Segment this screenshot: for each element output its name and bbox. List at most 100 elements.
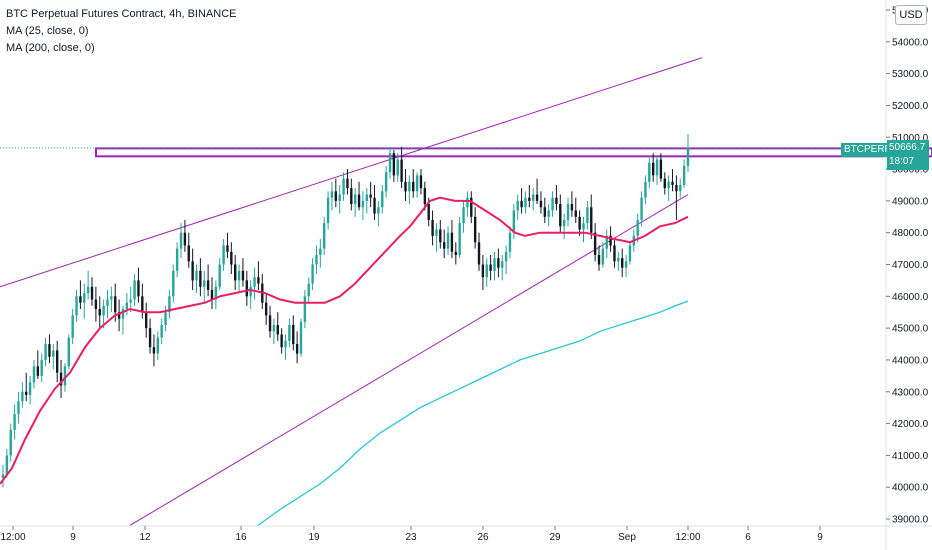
candle <box>590 194 593 240</box>
resistance-zone-rectangle[interactable] <box>95 147 932 158</box>
price-tick-label: 39000.0 <box>892 515 929 526</box>
candle-body <box>272 324 276 332</box>
price-tick-label: 40000.0 <box>892 483 929 494</box>
candle-body <box>299 321 303 354</box>
candle-body <box>79 296 82 303</box>
candle-body <box>369 194 372 198</box>
candle <box>276 312 279 341</box>
candlestick-series <box>1 134 690 488</box>
legend-ma200[interactable]: MA (200, close, 0) <box>6 42 95 54</box>
candle <box>377 200 380 227</box>
candle-body <box>446 232 450 249</box>
candle <box>129 286 132 313</box>
candle <box>675 175 678 220</box>
candle <box>125 293 129 316</box>
candle-body <box>21 391 24 402</box>
candle-body <box>102 305 105 316</box>
candle <box>392 149 396 182</box>
candle <box>547 204 550 227</box>
time-tick-label: 29 <box>549 532 561 543</box>
candle-body <box>520 200 523 208</box>
price-axis[interactable]: 39000.0 40000.0 41000.0 42000.0 43000.0 44000… <box>885 0 929 550</box>
candle-body <box>164 312 167 325</box>
candle-body <box>253 277 256 287</box>
candle-body <box>195 270 198 281</box>
candle-body <box>206 280 210 290</box>
upper-channel-line[interactable] <box>0 57 703 288</box>
candle <box>280 328 283 354</box>
candle <box>512 204 516 240</box>
candle-body <box>13 414 16 430</box>
candle-body <box>280 334 283 348</box>
candle-body <box>307 283 310 297</box>
candle <box>597 245 601 271</box>
candle <box>636 213 639 243</box>
price-tick-label: 47000.0 <box>892 260 929 271</box>
candle <box>249 280 252 310</box>
candle <box>559 194 562 233</box>
candle <box>338 184 341 214</box>
candle-body <box>175 248 179 271</box>
candle <box>605 229 608 259</box>
legend-symbol-title[interactable]: BTC Perpetual Futures Contract, 4h, BINA… <box>6 8 237 20</box>
candle <box>450 219 454 259</box>
candle <box>253 267 256 300</box>
price-tick-label: 44000.0 <box>892 355 929 366</box>
candle <box>218 258 221 290</box>
candle <box>524 191 527 214</box>
candle-body <box>59 372 63 386</box>
legend-ma25[interactable]: MA (25, close, 0) <box>6 25 89 37</box>
candle-body <box>454 251 457 255</box>
candle <box>148 318 152 354</box>
candle <box>334 178 338 208</box>
candle <box>493 251 496 281</box>
candle-body <box>241 270 245 281</box>
candle-body <box>408 181 411 192</box>
candle <box>141 283 144 319</box>
candle <box>361 191 365 220</box>
candle <box>508 226 512 259</box>
time-tick-label: 19 <box>308 532 320 543</box>
candle <box>497 248 500 278</box>
candle <box>686 134 690 173</box>
candle <box>682 159 686 189</box>
candle <box>555 184 558 211</box>
candle <box>566 197 570 227</box>
candle <box>25 372 28 402</box>
candle-body <box>547 210 550 217</box>
candle-body <box>485 264 488 278</box>
candle <box>663 172 666 195</box>
candle-body <box>667 181 670 189</box>
candle <box>241 258 245 287</box>
candle <box>551 191 554 217</box>
candle-body <box>512 210 516 233</box>
price-tick-label: 52000.0 <box>892 101 929 112</box>
candle <box>48 334 51 364</box>
time-tick-label: 6 <box>745 532 751 543</box>
candle <box>644 175 647 205</box>
candle <box>601 242 605 268</box>
candle-body <box>121 309 125 319</box>
time-tick-label: 12:00 <box>675 532 700 543</box>
candle <box>535 178 539 205</box>
time-tick-label: 16 <box>235 532 247 543</box>
candle-body <box>648 162 651 182</box>
candle-body <box>559 204 562 227</box>
candle-body <box>44 344 47 360</box>
candle-body <box>679 184 682 192</box>
candle <box>137 267 140 303</box>
candle-body <box>67 337 70 367</box>
candle <box>404 169 407 201</box>
currency-button[interactable]: USD <box>895 5 927 25</box>
candle-body <box>450 232 454 252</box>
candle-body <box>466 197 469 208</box>
candle <box>245 270 249 306</box>
price-tick-label: 51000.0 <box>892 133 929 144</box>
candle <box>32 359 36 389</box>
time-tick-label: 23 <box>405 532 417 543</box>
time-axis[interactable]: 12:00 9 12 16 19 23 26 29 Sep 12:00 6 9 <box>0 525 932 543</box>
candle <box>578 210 581 236</box>
candle-body <box>25 391 28 395</box>
